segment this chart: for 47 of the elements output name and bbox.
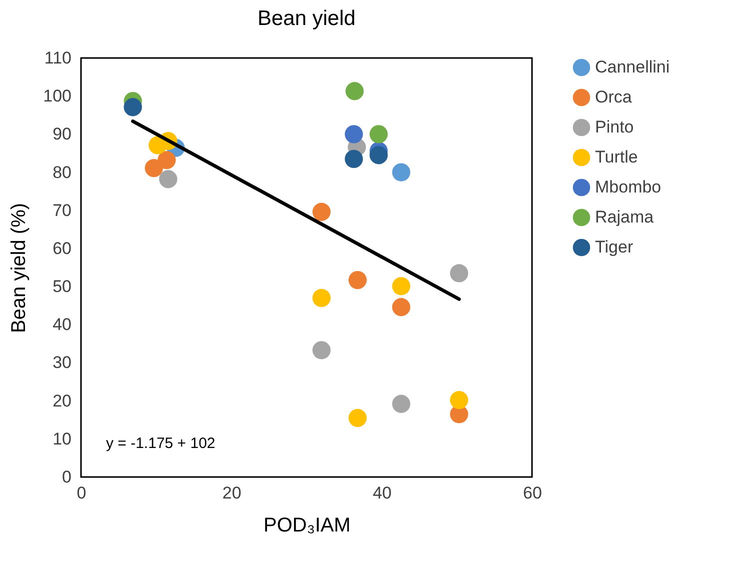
point xyxy=(348,408,367,428)
x-tick-label: 0 xyxy=(76,484,86,502)
point xyxy=(159,170,178,188)
legend-label: Rajama xyxy=(595,208,654,226)
y-tick-label: 0 xyxy=(62,468,72,486)
y-tick-label: 10 xyxy=(52,429,72,448)
point xyxy=(392,277,410,296)
x-axis-title: POD₃IAM xyxy=(263,514,351,536)
y-tick-label: 60 xyxy=(52,238,72,258)
annotation: y = -1.175 + 102 xyxy=(106,435,216,452)
point xyxy=(144,159,163,178)
y-tick-label: 30 xyxy=(52,353,72,372)
x-tick-label: 60 xyxy=(523,484,542,502)
point xyxy=(124,98,142,116)
y-tick-label: 90 xyxy=(52,124,72,144)
y-tick-label: 100 xyxy=(43,86,72,106)
y-tick-label: 40 xyxy=(52,315,72,334)
y-tick-label: 70 xyxy=(52,200,72,220)
y-axis-title: Bean yield (%) xyxy=(8,202,30,334)
point xyxy=(450,264,468,282)
legend-label: Pinto xyxy=(595,118,634,136)
y-tick-label: 80 xyxy=(52,162,72,182)
legend-label: Cannellini xyxy=(595,58,670,76)
legend-label: Turtle xyxy=(595,148,638,166)
point xyxy=(344,125,363,144)
point xyxy=(392,298,410,316)
x-tick-label: 40 xyxy=(372,484,392,502)
point xyxy=(370,125,388,144)
x-tick-label: 20 xyxy=(222,484,242,502)
point xyxy=(450,390,468,410)
point xyxy=(312,288,331,308)
legend-label: Orca xyxy=(595,88,632,106)
legend-label: Mbombo xyxy=(595,178,662,196)
y-tick-label: 50 xyxy=(52,277,72,296)
point xyxy=(158,151,176,170)
point xyxy=(344,150,363,168)
y-tick-label: 20 xyxy=(52,391,72,410)
point xyxy=(348,271,367,290)
chart-title: Bean yield xyxy=(257,7,356,30)
legend-label: Tiger xyxy=(595,238,634,256)
point xyxy=(392,394,410,413)
point xyxy=(346,82,364,100)
point xyxy=(392,163,410,182)
point xyxy=(370,146,388,164)
y-tick-label: 110 xyxy=(44,48,72,68)
point xyxy=(312,202,331,221)
point xyxy=(312,341,331,360)
